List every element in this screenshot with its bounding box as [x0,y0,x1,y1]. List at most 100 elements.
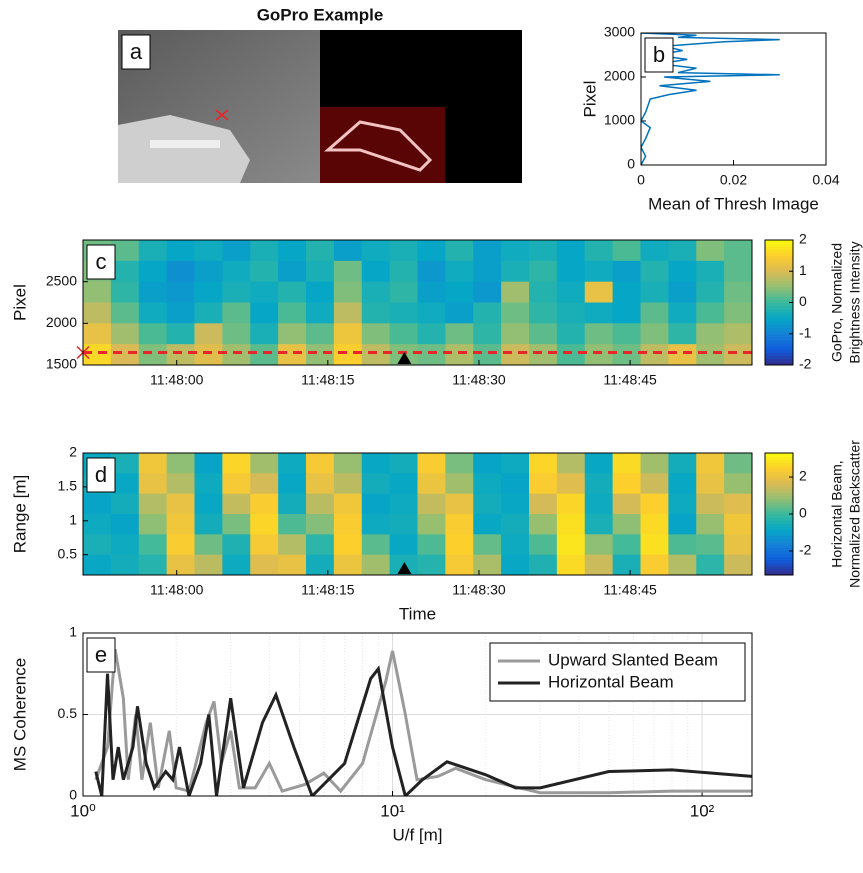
heatmap-cell [473,554,502,576]
series-line [94,649,752,795]
heatmap-cell [222,514,251,535]
heatmap-cell [222,493,251,515]
heatmap-cell [194,453,223,474]
heatmap-cell [529,344,558,366]
heatmap-cell [473,493,502,515]
heatmap-cell [556,281,586,303]
boat-rail [150,140,220,148]
heatmap-cell [110,514,140,535]
heatmap-cell [584,240,614,262]
colorbar-segment [765,483,793,488]
colorbar-segment [765,249,793,253]
heatmap-cell [612,302,641,324]
heatmap-cell [166,493,195,515]
heatmap-cell [612,453,641,474]
heatmap-cell [445,473,474,495]
heatmap-cell [194,554,223,576]
colorbar-tick-label: -2 [799,356,812,372]
panel-label-box [86,244,116,280]
heatmap-cell [473,344,502,366]
heatmap-cell [222,554,251,576]
heatmap-cell [529,493,558,515]
heatmap-cell [501,554,530,576]
colorbar-segment [765,526,793,530]
heatmap-cell [250,554,279,576]
colorbar-segment [765,283,793,288]
heatmap-cell [612,240,641,262]
heatmap-cell [222,240,251,262]
heatmap-cell [696,281,725,303]
heatmap-cell [361,554,391,576]
heatmap-cell [110,534,140,556]
x-tick-label: 11:48:15 [301,372,355,388]
heatmap-cell [529,302,558,324]
heatmap-cell [306,493,335,515]
heatmap-cell [473,514,502,535]
colorbar-segment [765,565,793,570]
y-tick-label: 2000 [46,314,77,330]
heatmap-cell [529,260,558,283]
heatmap-cell [361,453,391,474]
heatmap-cell [194,323,223,345]
heatmap-cell [110,453,140,474]
heatmap-cell [529,323,558,345]
colorbar-segment [765,532,793,536]
heatmap-cell [417,240,446,262]
heatmap-cell [306,323,335,345]
heatmap-cell [556,473,586,495]
heatmap-cell [222,323,251,345]
heatmap-cell [501,473,530,495]
heatmap-cell [668,281,697,303]
panel-label: d [95,462,107,487]
heatmap-cell [333,534,363,556]
colorbar-segment [765,541,793,545]
heatmap-cell [724,344,753,366]
heatmap-cell [445,302,474,324]
colorbar-label: Horizontal Beam, [829,460,845,567]
heatmap-cell [389,281,418,303]
heatmap-cell [696,323,725,345]
heatmap-cell [584,281,614,303]
colorbar-segment [765,311,793,316]
y-tick-label: 1000 [604,112,635,128]
heatmap-cell [222,281,251,303]
colorbar-segment [765,529,793,533]
heatmap-cell [640,344,669,366]
heatmap-cell [501,514,530,535]
heatmap-cell [333,344,363,366]
colorbar-segment [765,571,793,576]
heatmap-cell [110,260,140,283]
colorbar-segment [765,277,793,282]
colorbar-segment [765,318,793,322]
heatmap-cell [640,534,669,556]
heatmap-cell [640,240,669,262]
axes-box [82,632,753,797]
x-tick-label: 11:48:30 [452,372,506,388]
heatmap-cell [278,281,307,303]
heatmap-cell [584,514,614,535]
y-tick-label: 0.5 [58,545,78,561]
colorbar-segment [765,544,793,549]
heatmap-cell [110,302,140,324]
heatmap-cell [110,473,140,495]
heatmap-cell [724,453,753,474]
heatmap-cell [138,453,168,474]
colorbar-label: Brightness Intensity [847,241,863,363]
x-tick-label: 11:48:15 [301,582,355,598]
heatmap-cell [278,514,307,535]
heatmap-cell [696,473,725,495]
heatmap-cell [445,260,474,283]
heatmap-cell [166,554,195,576]
colorbar-segment [765,535,793,539]
heatmap-cell [250,281,279,303]
colorbar-segment [765,265,793,269]
panel-label-box [86,637,116,673]
heatmap-cell [445,281,474,303]
y-tick-label: 1 [69,624,77,640]
heatmap-cell [166,302,195,324]
heatmap-cell [584,323,614,345]
heatmap-cell [696,514,725,535]
heatmap-cell [138,534,168,556]
heatmap-cell [138,260,168,283]
heatmap-cell [640,493,669,515]
